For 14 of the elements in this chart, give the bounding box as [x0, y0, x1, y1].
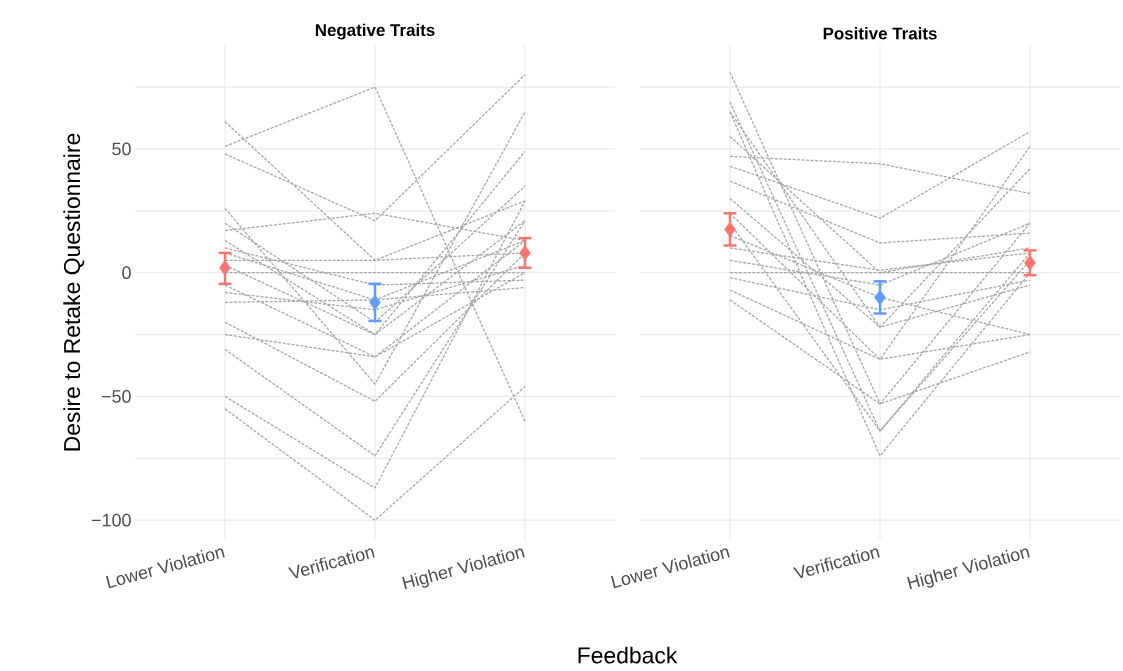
chart-title: Positive Traits — [823, 27, 937, 40]
x-tick-label: Lower Violation — [610, 548, 730, 589]
x-tick-label: Verification — [288, 548, 375, 579]
y-tick-label: −100 — [91, 513, 131, 527]
y-tick-label: −50 — [101, 390, 131, 403]
x-axis-title: Feedback — [578, 646, 678, 664]
chart-title: Negative Traits — [315, 23, 435, 40]
x-tick-label: Higher Violation — [402, 548, 525, 590]
x-tick-label: Lower Violation — [105, 548, 225, 589]
x-tick-label: Verification — [793, 548, 880, 579]
y-axis-title: Desire to Retake Questionnaire — [63, 133, 85, 451]
x-tick-label: Higher Violation — [907, 548, 1030, 590]
y-tick-label: 50 — [112, 142, 131, 156]
y-tick-label: 0 — [122, 266, 131, 280]
